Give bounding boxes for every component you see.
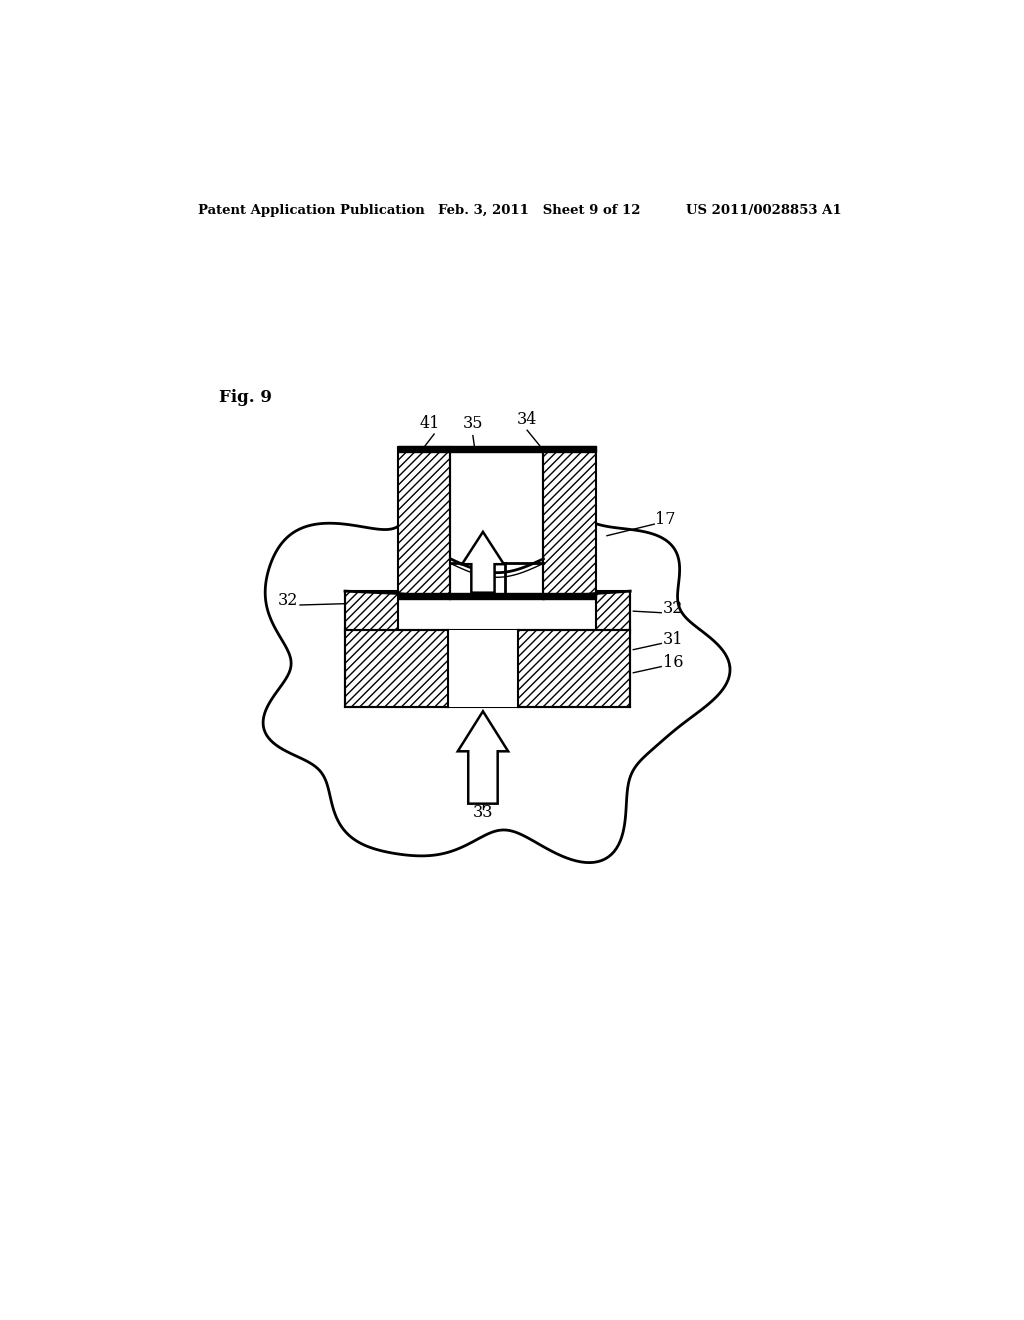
- Polygon shape: [462, 532, 504, 593]
- Text: 34: 34: [517, 411, 538, 428]
- Bar: [449, 631, 518, 708]
- Text: 33: 33: [473, 804, 494, 821]
- Text: 31: 31: [663, 631, 683, 648]
- Bar: [397, 593, 596, 599]
- Bar: [345, 591, 397, 634]
- Bar: [544, 447, 596, 597]
- Text: Fig. 9: Fig. 9: [219, 388, 272, 405]
- Text: US 2011/0028853 A1: US 2011/0028853 A1: [686, 205, 842, 218]
- Text: 41: 41: [420, 414, 440, 432]
- Text: 17: 17: [655, 511, 676, 528]
- Bar: [451, 453, 544, 597]
- Bar: [345, 631, 630, 708]
- Text: 32: 32: [663, 599, 683, 616]
- Text: 32: 32: [279, 591, 299, 609]
- Text: Patent Application Publication: Patent Application Publication: [198, 205, 425, 218]
- Text: Feb. 3, 2011   Sheet 9 of 12: Feb. 3, 2011 Sheet 9 of 12: [438, 205, 640, 218]
- Text: 16: 16: [663, 653, 683, 671]
- Bar: [596, 591, 630, 634]
- Bar: [397, 446, 596, 451]
- Polygon shape: [263, 454, 730, 862]
- Polygon shape: [458, 711, 508, 804]
- Bar: [397, 447, 451, 597]
- Text: 35: 35: [463, 414, 483, 432]
